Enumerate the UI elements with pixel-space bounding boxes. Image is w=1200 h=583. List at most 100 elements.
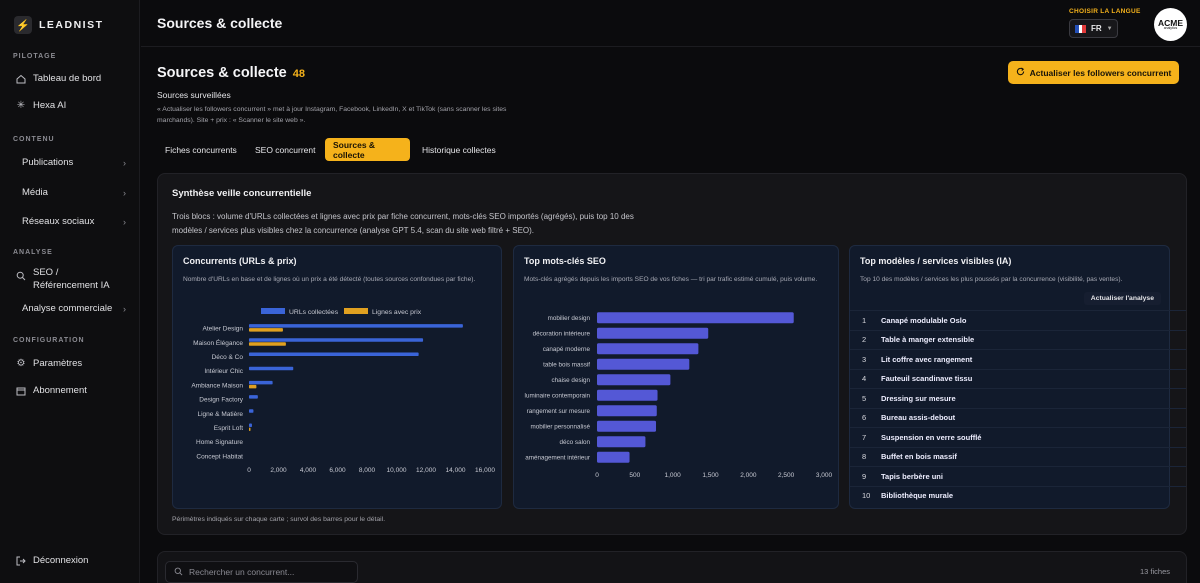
list-item: 2 Table à manger extensible xyxy=(850,329,1186,350)
sidebar-item-settings[interactable]: ⚙ Paramètres xyxy=(16,358,128,369)
sidebar: ⚡ LEADNIST PILOTAGE Tableau de bord ✳ He… xyxy=(0,0,140,583)
bar xyxy=(249,395,258,399)
bar xyxy=(597,358,690,370)
divider xyxy=(141,46,1200,47)
bar xyxy=(597,343,699,355)
sources-label: Sources surveillées xyxy=(157,90,231,100)
y-tick-label: déco salon xyxy=(560,439,591,446)
sidebar-item-media[interactable]: Média › xyxy=(22,187,126,198)
x-tick-label: 14,000 xyxy=(446,467,466,474)
sidebar-item-social[interactable]: Réseaux sociaux › xyxy=(22,216,126,227)
bar xyxy=(597,420,657,432)
tab-historique-collectes[interactable]: Historique collectes xyxy=(422,144,496,155)
keywords-chart[interactable]: mobilier design décoration intérieure cana… xyxy=(514,246,840,510)
refresh-analysis-button[interactable]: Actualiser l'analyse xyxy=(1083,292,1161,305)
x-tick-label: 4,000 xyxy=(300,467,317,474)
bar xyxy=(249,380,273,385)
keywords-card: Top mots-clés SEO Mots-clés agrégés depu… xyxy=(513,245,839,509)
list-item: 1 Canapé modulable Oslo xyxy=(850,310,1186,330)
caret-down-icon: ▼ xyxy=(1106,25,1113,32)
sidebar-item-label: Publications xyxy=(22,157,74,168)
x-tick-label: 10,000 xyxy=(387,467,407,474)
card-title: Concurrents (URLs & prix) xyxy=(183,256,297,266)
section-pilotage: PILOTAGE xyxy=(13,53,57,60)
tab-sources-collecte[interactable]: Sources & collecte xyxy=(325,138,410,161)
sidebar-item-label: Abonnement xyxy=(33,385,87,396)
avatar[interactable]: ACME analytics xyxy=(1154,8,1187,41)
list-item: 4 Fauteuil scandinave tissu xyxy=(850,368,1186,389)
x-tick-label: 6,000 xyxy=(329,467,346,474)
sidebar-item-label: Déconnexion xyxy=(33,555,89,566)
legend-swatch xyxy=(261,308,285,314)
sidebar-item-publications[interactable]: Publications › xyxy=(22,157,126,168)
bar xyxy=(597,312,794,324)
sidebar-item-label: Analyse commerciale xyxy=(22,303,113,314)
tab-fiches-concurrents[interactable]: Fiches concurrents xyxy=(165,144,237,155)
sidebar-item-label: Tableau de bord xyxy=(33,73,102,84)
y-tick-label: table bois massif xyxy=(543,361,590,368)
legend-swatch xyxy=(344,308,368,314)
logout-button[interactable]: Déconnexion xyxy=(16,555,128,566)
list-item-rank: 2 xyxy=(862,335,867,345)
models-card: Top modèles / services visibles (IA) Top… xyxy=(849,245,1186,509)
synthesis-footer: Périmètres indiqués sur chaque carte ; s… xyxy=(172,516,386,523)
list-item-name: Buffet en bois massif xyxy=(881,452,957,462)
bar xyxy=(597,374,671,386)
sparkle-icon: ✳ xyxy=(16,100,26,111)
legend-label: Lignes avec prix xyxy=(372,309,422,316)
bar xyxy=(249,409,254,413)
x-tick-label: 2,000 xyxy=(270,467,287,474)
list-item-name: Suspension en verre soufflé xyxy=(881,432,982,442)
section-analyse: ANALYSE xyxy=(13,249,53,256)
list-item-rank: 3 xyxy=(862,354,867,364)
synthesis-title: Synthèse veille concurrentielle xyxy=(172,188,312,199)
x-tick-label: 2,000 xyxy=(740,472,757,479)
search-icon xyxy=(174,567,183,578)
y-tick-label: Déco & Co xyxy=(212,354,244,361)
sidebar-item-subscription[interactable]: Abonnement xyxy=(16,385,128,396)
x-tick-label: 8,000 xyxy=(359,467,376,474)
x-tick-label: 16,000 xyxy=(475,467,495,474)
avatar-text: ACME xyxy=(1157,17,1184,28)
list-item: 5 Dressing sur mesure xyxy=(850,388,1186,408)
sidebar-item-seo[interactable]: SEO / Référencement IA xyxy=(16,266,128,292)
y-tick-label: Home Signature xyxy=(196,439,243,446)
search-field[interactable] xyxy=(165,561,358,583)
lightning-icon: ⚡ xyxy=(14,16,32,34)
page-count-badge: 48 xyxy=(292,68,305,80)
tab-seo-concurrent[interactable]: SEO concurrent xyxy=(255,144,316,155)
competitors-chart[interactable]: URLs collectées Lignes avec prix Atelier D… xyxy=(173,246,503,510)
competitors-card: Concurrents (URLs & prix) Nombre d'URLs … xyxy=(172,245,502,509)
logout-icon xyxy=(16,556,26,566)
x-tick-label: 1,000 xyxy=(665,472,682,479)
x-tick-label: 3,000 xyxy=(816,472,833,479)
page-title-text: Sources & collecte xyxy=(157,65,287,81)
bar xyxy=(249,328,283,332)
sidebar-item-commercial[interactable]: Analyse commerciale › xyxy=(22,303,126,314)
chevron-right-icon: › xyxy=(123,187,126,198)
refresh-followers-button[interactable]: Actualiser les followers concurrent xyxy=(1008,61,1179,84)
legend-label: URLs collectées xyxy=(289,309,339,316)
search-input[interactable] xyxy=(189,567,349,577)
sidebar-item-hexa-ai[interactable]: ✳ Hexa AI xyxy=(16,100,128,111)
card-description: Top 10 des modèles / services les plus p… xyxy=(860,276,1123,283)
calendar-icon xyxy=(16,386,26,396)
card-title: Top modèles / services visibles (IA) xyxy=(860,256,1012,266)
list-item-rank: 1 xyxy=(862,315,867,325)
chevron-right-icon: › xyxy=(123,216,126,227)
search-icon xyxy=(16,271,26,281)
x-tick-label: 0 xyxy=(247,467,251,474)
y-tick-label: luminaire contemporain xyxy=(525,392,591,399)
brand-logo[interactable]: ⚡ LEADNIST xyxy=(14,16,104,34)
list-item: 3 Lit coffre avec rangement xyxy=(850,349,1186,369)
x-tick-label: 2,500 xyxy=(778,472,795,479)
bar xyxy=(597,389,658,401)
y-tick-label: Esprit Loft xyxy=(214,425,243,432)
language-select[interactable]: FR ▼ xyxy=(1069,19,1118,38)
bar xyxy=(249,324,463,328)
list-item: 10 Bibliothèque murale xyxy=(850,485,1186,506)
avatar-subtext: analytics xyxy=(1163,26,1178,30)
bar xyxy=(597,436,646,448)
sidebar-item-dashboard[interactable]: Tableau de bord xyxy=(16,73,128,84)
page-title: Sources & collecte 48 xyxy=(157,65,305,81)
